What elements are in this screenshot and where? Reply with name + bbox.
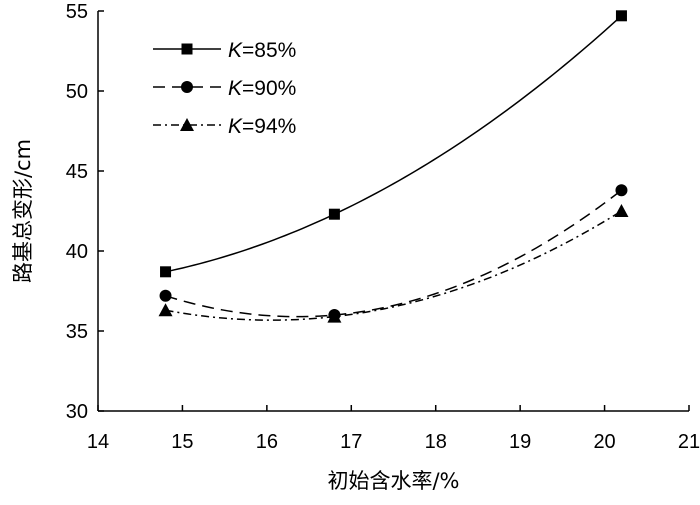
data-point-series-1: [160, 266, 172, 278]
legend-label-3: K=94%: [228, 115, 296, 138]
series-line-1: [165, 15, 622, 273]
x-tick-label: 17: [340, 431, 362, 453]
data-point-series-3: [327, 309, 342, 323]
legend-marker-1: [181, 43, 193, 55]
legend-label-k: K: [228, 77, 243, 100]
data-point-series-3: [614, 204, 629, 217]
x-tick-label: 19: [509, 431, 531, 453]
y-tick-label: 45: [66, 161, 88, 183]
y-axis-title: 路基总变形/cm: [11, 139, 35, 283]
x-tick-label: 18: [425, 431, 447, 453]
y-tick-label: 55: [66, 1, 88, 23]
legend-label-1: K=85%: [228, 39, 296, 62]
y-tick-label: 40: [66, 241, 88, 263]
series-curves: [165, 15, 622, 321]
legend-label-value: =94%: [242, 115, 296, 138]
legend-marker-3: [180, 118, 194, 131]
x-tick-label: 14: [87, 431, 109, 453]
x-tick-label: 15: [171, 431, 193, 453]
data-point-series-3: [158, 303, 173, 317]
legend-marker-2: [181, 81, 193, 93]
y-tick-label: 50: [66, 81, 88, 103]
legend-label-k: K: [228, 39, 243, 62]
legend-label-value: =85%: [242, 39, 296, 62]
x-tick-label: 21: [678, 431, 700, 453]
y-tick-label: 35: [66, 321, 88, 343]
x-axis-title: 初始含水率/%: [327, 469, 459, 493]
axes: 30 35 40 45 50 55 14 15 16 17 18 19 20 21: [66, 1, 700, 453]
x-tick-label: 20: [593, 431, 615, 453]
data-point-series-2: [615, 184, 628, 197]
legend-label-value: =90%: [242, 77, 296, 100]
data-point-series-1: [615, 10, 627, 22]
series-markers: [158, 10, 629, 323]
series-line-2: [165, 189, 622, 318]
data-point-series-1: [328, 208, 340, 220]
y-tick-label: 30: [66, 401, 88, 423]
data-point-series-2: [159, 289, 172, 302]
x-tick-label: 16: [256, 431, 278, 453]
legend: K=85%K=90%K=94%: [153, 39, 296, 138]
series-line-3: [165, 210, 622, 321]
legend-label-2: K=90%: [228, 77, 296, 100]
legend-label-k: K: [228, 115, 243, 138]
